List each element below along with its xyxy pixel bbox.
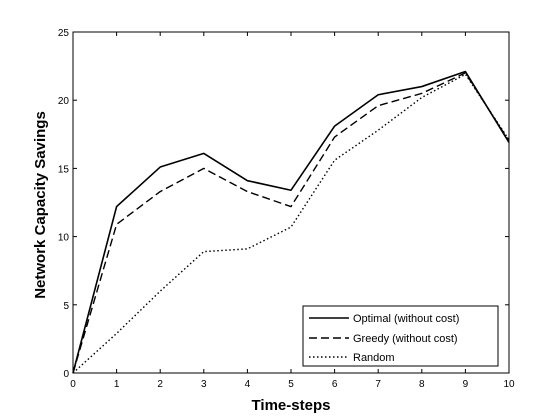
y-axis: 0 5 10 15 20 25: [58, 28, 509, 380]
y-tick-label: 25: [58, 28, 70, 39]
series-line-1: [72, 70, 510, 374]
y-tick-label: 10: [58, 233, 70, 244]
legend-label-3: Random: [353, 352, 395, 364]
x-tick-label: 5: [288, 379, 294, 390]
y-axis-title: Network Capacity Savings: [32, 111, 49, 299]
x-tick-label: 3: [201, 379, 207, 390]
y-tick-label: 20: [58, 96, 70, 107]
y-tick-label: 5: [63, 301, 69, 312]
x-axis: 0 1 2 3 4 5 6 7 8 9 10: [70, 32, 515, 390]
x-tick-label: 6: [332, 379, 338, 390]
y-tick-label: 0: [63, 369, 69, 380]
legend-label-1: Optimal (without cost): [353, 313, 459, 325]
legend-box: [302, 305, 499, 367]
x-tick-label: 9: [463, 379, 469, 390]
x-tick-label: 0: [70, 379, 76, 390]
series-line-2: [72, 72, 510, 374]
x-axis-title: Time-steps: [252, 397, 331, 414]
series-lines: [72, 70, 510, 374]
y-tick-label: 15: [58, 164, 70, 175]
x-tick-label: 1: [114, 379, 120, 390]
x-tick-label: 7: [375, 379, 381, 390]
x-tick-label: 4: [245, 379, 251, 390]
legend: Optimal (without cost) Greedy (without co…: [302, 305, 499, 367]
legend-label-2: Greedy (without cost): [353, 333, 458, 345]
x-tick-label: 2: [157, 379, 163, 390]
x-tick-label: 10: [503, 379, 515, 390]
legend-items: Optimal (without cost) Greedy (without co…: [309, 313, 459, 364]
x-tick-label: 8: [419, 379, 425, 390]
